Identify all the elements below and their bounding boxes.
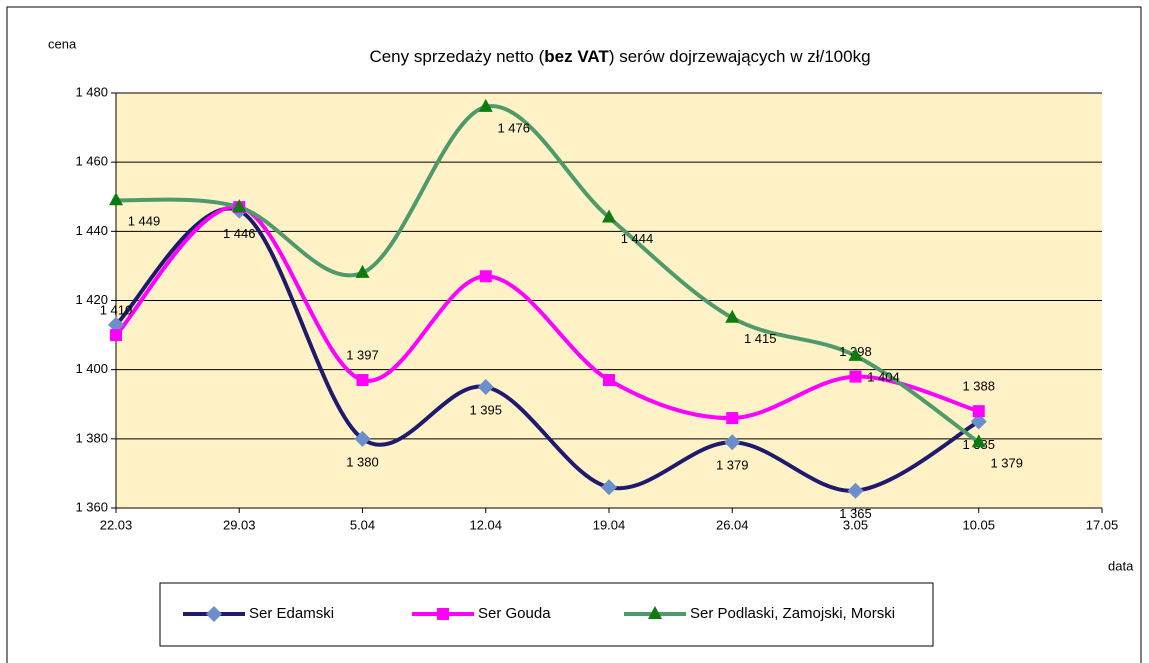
value-label: 1 397: [346, 347, 379, 362]
point: [354, 430, 371, 447]
value-label: 1 476: [497, 120, 530, 135]
point: [108, 316, 124, 333]
y-tick-label: 1 460: [75, 154, 108, 169]
value-label: 1 379: [716, 458, 749, 473]
point: [724, 434, 741, 451]
point: [725, 309, 740, 323]
title-part: bez VAT: [544, 47, 609, 66]
chart-title: Ceny sprzedaży netto (bez VAT) serów doj…: [369, 47, 870, 66]
point: [726, 412, 739, 425]
point: [110, 329, 122, 342]
legend-label: Ser Podlaski, Zamojski, Morski: [690, 605, 895, 622]
x-axis-label: data: [1108, 558, 1134, 573]
value-label: 1 379: [990, 456, 1023, 471]
point: [601, 479, 617, 496]
point: [848, 347, 863, 361]
value-label: 1 404: [867, 369, 900, 384]
y-tick-label: 1 380: [75, 430, 108, 445]
value-label: 1 395: [469, 402, 502, 417]
series-line: [114, 206, 980, 493]
legend-marker: [206, 606, 222, 622]
value-label: 1 410: [100, 303, 133, 318]
x-tick-label: 12.04: [469, 517, 502, 532]
value-label: 1 388: [962, 379, 995, 394]
legend-label: Ser Gouda: [478, 605, 551, 622]
y-axis-label: cena: [48, 36, 77, 51]
point: [356, 374, 369, 387]
x-tick-label: 29.03: [223, 517, 256, 532]
point: [479, 270, 492, 283]
legend: [159, 582, 934, 647]
x-tick-label: 19.04: [593, 517, 626, 532]
value-label: 1 380: [346, 454, 379, 469]
value-label: 1 449: [128, 214, 161, 229]
point: [109, 192, 123, 206]
x-tick-label: 5.04: [350, 517, 375, 532]
y-tick-label: 1 480: [75, 84, 108, 99]
point: [355, 264, 370, 278]
x-tick-label: 17.05: [1086, 517, 1119, 532]
point: [849, 370, 862, 383]
x-tick-label: 3.05: [843, 517, 868, 532]
value-label: 1 365: [839, 506, 872, 521]
x-tick-label: 22.03: [100, 517, 133, 532]
point: [971, 434, 986, 448]
y-tick-label: 1 420: [75, 292, 108, 307]
y-tick-label: 1 360: [75, 499, 108, 514]
title-part: ) serów dojrzewających w zł/100kg: [609, 47, 871, 66]
y-tick-label: 1 440: [75, 223, 108, 238]
point: [603, 374, 615, 387]
value-label: 1 415: [744, 331, 777, 346]
value-label: 1 446: [223, 226, 256, 241]
value-label: 1 444: [621, 231, 654, 246]
point: [478, 98, 493, 112]
point: [970, 413, 987, 430]
x-tick-label: 10.05: [962, 517, 995, 532]
legend-marker: [648, 606, 662, 619]
y-tick-label: 1 400: [75, 361, 108, 376]
title-part: Ceny sprzedaży netto (: [369, 47, 544, 66]
legend-label: Ser Edamski: [249, 605, 334, 622]
point: [972, 405, 985, 418]
series-line: [115, 104, 980, 444]
x-tick-label: 26.04: [716, 517, 749, 532]
frame: [6, 6, 1142, 663]
point: [847, 482, 864, 499]
point: [477, 378, 494, 395]
point: [232, 199, 247, 213]
point: [602, 209, 616, 223]
legend-marker: [437, 608, 449, 620]
